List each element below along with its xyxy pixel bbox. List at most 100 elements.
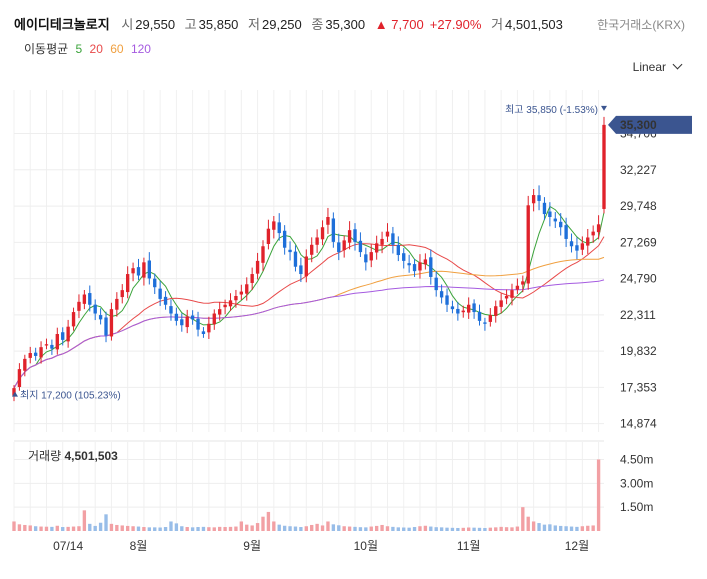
volume-bar <box>120 525 124 531</box>
volume-bar <box>548 524 552 531</box>
volume-bar <box>385 526 390 531</box>
candle-body <box>174 313 179 321</box>
volume-bar <box>28 525 32 531</box>
volume-bar <box>201 526 206 531</box>
candle-body <box>407 263 411 266</box>
candle-body <box>196 318 200 330</box>
candle-body <box>315 237 319 245</box>
candle-body <box>61 332 65 340</box>
volume-bar <box>526 516 530 531</box>
volume-bar <box>23 524 27 531</box>
volume-bar <box>33 526 38 531</box>
volume-bar <box>310 524 314 531</box>
volume-bar <box>218 526 222 531</box>
y-tick-label: 27,269 <box>620 235 657 249</box>
volume-tick-label: 3.00m <box>620 476 653 490</box>
candle-body <box>131 268 135 274</box>
candle-body <box>88 293 92 305</box>
candle-body <box>190 315 195 320</box>
volume-bar <box>147 527 151 531</box>
candle-body <box>223 304 227 308</box>
candle-body <box>142 262 146 278</box>
volume-bar <box>510 527 514 531</box>
candle-body <box>17 369 22 387</box>
candle-body <box>39 347 43 358</box>
candle-body <box>272 221 276 230</box>
volume-title: 거래량 4,501,503 <box>28 449 118 463</box>
candle-body <box>201 331 206 335</box>
volume-bar <box>569 526 574 531</box>
y-tick-label: 32,227 <box>620 163 657 177</box>
volume-tick-label: 4.50m <box>620 452 653 466</box>
candle-body <box>158 288 162 299</box>
change-pct: +27.90% <box>429 17 482 32</box>
candle-body <box>147 260 151 279</box>
candle-body <box>439 291 444 298</box>
volume-bar <box>299 527 303 531</box>
ma-legend-60[interactable]: 60 <box>110 42 124 56</box>
ma-legend-20[interactable]: 20 <box>89 42 103 56</box>
candle-body <box>207 323 211 333</box>
candle-body <box>402 253 406 261</box>
x-tick-label: 9월 <box>243 539 261 553</box>
volume-bar <box>277 524 281 531</box>
candle-body <box>418 262 422 271</box>
volume-bar <box>17 524 22 531</box>
ma-legend-120[interactable]: 120 <box>130 42 151 56</box>
volume-bar <box>396 527 400 531</box>
high-label: 고 <box>184 17 197 32</box>
x-tick-label: 10월 <box>354 539 378 553</box>
volume-bar <box>71 526 76 531</box>
candle-body <box>575 245 579 251</box>
min-label: 최지 17,200 (105.23%) <box>20 390 121 402</box>
last-price-badge <box>608 115 692 134</box>
candle-body <box>277 222 281 234</box>
candle-body <box>374 243 379 253</box>
candle-body <box>569 241 574 247</box>
candle-body <box>120 290 124 298</box>
volume-bar <box>93 525 97 531</box>
candle-body <box>477 311 482 321</box>
candle-body <box>580 243 585 250</box>
volume-bar <box>163 527 168 531</box>
volume-bar <box>559 525 563 531</box>
candle-body <box>445 295 449 305</box>
candle-body <box>353 229 357 242</box>
candle-body <box>521 281 525 285</box>
candle-body <box>488 314 493 322</box>
volume-bar <box>537 523 541 531</box>
candle-body <box>472 303 476 313</box>
volume-bar <box>61 527 65 531</box>
volume-bar <box>450 527 455 531</box>
volume-bar <box>445 527 449 531</box>
quote-header: 에이디테크놀로지 시 29,550 고 35,850 저 29,250 종 35,300… <box>14 14 569 33</box>
candle-body <box>596 224 601 233</box>
close-value: 35,300 <box>325 17 366 32</box>
volume-bar <box>483 527 487 531</box>
ma-legend-5[interactable]: 5 <box>75 42 83 56</box>
volume-bar <box>261 516 265 531</box>
y-tick-label: 22,311 <box>620 308 656 322</box>
candle-body <box>185 316 189 328</box>
volume-bar <box>591 525 595 531</box>
volume-bar <box>531 521 536 531</box>
volume-bar <box>331 524 336 531</box>
candle-body <box>93 304 97 314</box>
volume-bar <box>174 523 179 531</box>
ma-legend-title: 이동평균 <box>24 42 69 56</box>
candle-body <box>342 240 346 251</box>
volume-bar <box>326 521 330 531</box>
volume-bar <box>347 526 352 531</box>
volume-bar <box>212 527 216 531</box>
volume-bar <box>104 514 108 531</box>
candle-body <box>423 259 428 265</box>
scale-dropdown[interactable]: Linear <box>633 59 683 74</box>
candle-body <box>12 388 16 396</box>
close-label: 종 <box>311 17 324 32</box>
open-value: 29,550 <box>135 17 176 32</box>
candle-body <box>526 205 530 284</box>
candle-body <box>364 254 368 263</box>
candle-body <box>499 300 503 307</box>
candle-body <box>358 240 363 253</box>
